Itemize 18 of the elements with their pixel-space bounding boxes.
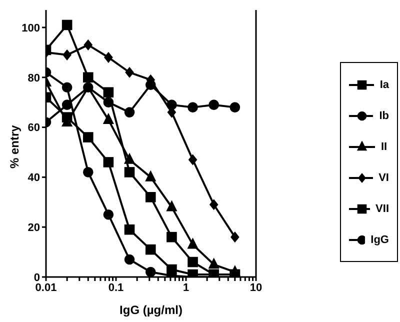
x-tick-label: 1: [182, 282, 190, 294]
y-tick-label: 80: [28, 72, 40, 84]
legend-label: VI: [378, 172, 389, 184]
y-tick-label: 40: [28, 172, 40, 184]
y-tick-label: 60: [28, 122, 40, 134]
legend-label: Ia: [380, 78, 389, 90]
x-tick-label: 0.1: [108, 282, 124, 294]
y-tick-label: 0: [34, 272, 40, 284]
y-axis-title: % entry: [7, 124, 22, 168]
x-tick-label: 0.01: [35, 282, 57, 294]
x-tick-label: 10: [250, 282, 262, 294]
y-tick-label: 100: [22, 22, 40, 34]
y-tick-label: 20: [28, 222, 40, 234]
legend-label: II: [381, 140, 388, 152]
legend-label: Ib: [379, 110, 389, 122]
legend-label: VII: [376, 202, 389, 214]
legend-label: IgG: [370, 234, 389, 246]
x-axis-title: IgG (µg/ml): [120, 303, 182, 317]
